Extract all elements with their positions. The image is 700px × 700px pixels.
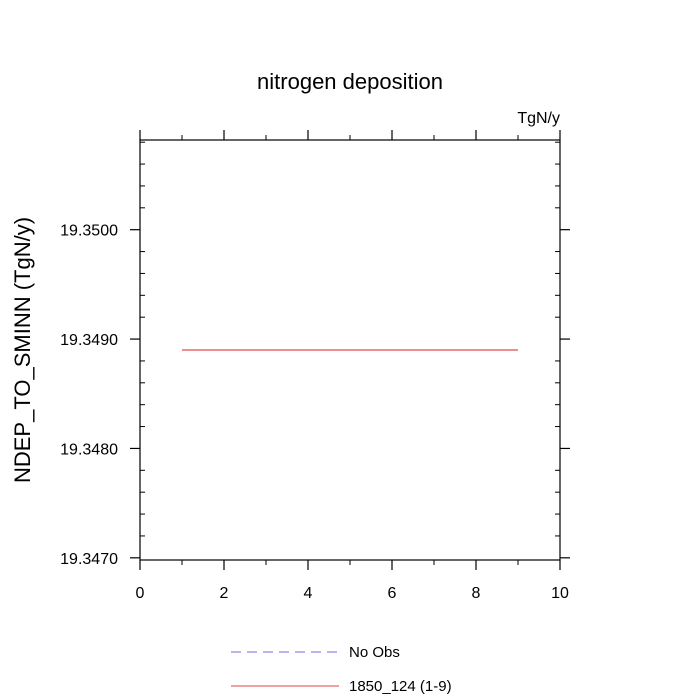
- legend-label: 1850_124 (1-9): [349, 678, 452, 695]
- units-label: TgN/y: [517, 110, 560, 127]
- x-tick-label: 0: [136, 585, 145, 602]
- chart-title: nitrogen deposition: [257, 69, 443, 94]
- plot-area: 0 2 4 6 8 10 19.3470 19.3480 19.3490 19.3500: [60, 130, 570, 602]
- legend: No Obs 1850_124 (1-9): [231, 644, 452, 695]
- x-tick-label: 4: [304, 585, 313, 602]
- x-tick-label: 10: [551, 585, 569, 602]
- y-tick-label: 19.3500: [60, 223, 118, 240]
- y-tick-label: 19.3480: [60, 441, 118, 458]
- x-tick-label: 6: [388, 585, 397, 602]
- x-tick-label: 2: [220, 585, 229, 602]
- x-tick-label: 8: [472, 585, 481, 602]
- y-tick-label: 19.3490: [60, 332, 118, 349]
- y-tick-label: 19.3470: [60, 551, 118, 568]
- legend-label: No Obs: [349, 644, 400, 661]
- y-axis-label: NDEP_TO_SMINN (TgN/y): [10, 217, 35, 483]
